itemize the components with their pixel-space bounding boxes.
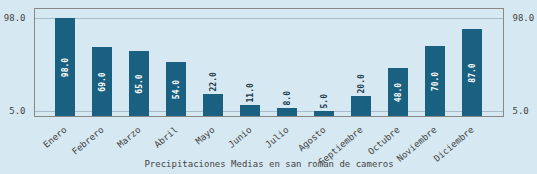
svg-text:5.0: 5.0 xyxy=(9,106,25,116)
svg-text:Diciembre: Diciembre xyxy=(432,125,476,164)
svg-text:Enero: Enero xyxy=(41,125,68,150)
svg-text:Julio: Julio xyxy=(263,125,290,150)
svg-text:Junio: Junio xyxy=(226,125,253,150)
svg-text:Abril: Abril xyxy=(152,125,179,150)
svg-text:22.0: 22.0 xyxy=(209,72,218,91)
svg-text:98.0: 98.0 xyxy=(513,13,535,23)
svg-text:98.0: 98.0 xyxy=(4,13,26,23)
svg-text:87.0: 87.0 xyxy=(468,63,477,82)
svg-text:Precipitaciones Medias en san: Precipitaciones Medias en san roman de c… xyxy=(144,159,393,169)
svg-text:11.0: 11.0 xyxy=(246,83,255,102)
svg-text:Mayo: Mayo xyxy=(194,125,217,147)
svg-text:98.0: 98.0 xyxy=(61,58,70,77)
svg-text:Marzo: Marzo xyxy=(115,125,142,150)
svg-text:Noviembre: Noviembre xyxy=(395,125,439,164)
svg-text:5.0: 5.0 xyxy=(513,106,529,116)
svg-text:Agosto: Agosto xyxy=(296,125,327,154)
svg-text:48.0: 48.0 xyxy=(394,83,403,102)
svg-text:20.0: 20.0 xyxy=(357,74,366,93)
svg-text:54.0: 54.0 xyxy=(172,80,181,99)
svg-text:65.0: 65.0 xyxy=(135,74,144,93)
svg-text:70.0: 70.0 xyxy=(431,72,440,91)
svg-text:Febrero: Febrero xyxy=(70,125,105,157)
svg-text:8.0: 8.0 xyxy=(283,91,292,106)
svg-text:5.0: 5.0 xyxy=(320,94,329,109)
svg-text:Septiembre: Septiembre xyxy=(316,124,365,168)
svg-text:Octubre: Octubre xyxy=(366,125,401,157)
svg-text:69.0: 69.0 xyxy=(98,72,107,91)
